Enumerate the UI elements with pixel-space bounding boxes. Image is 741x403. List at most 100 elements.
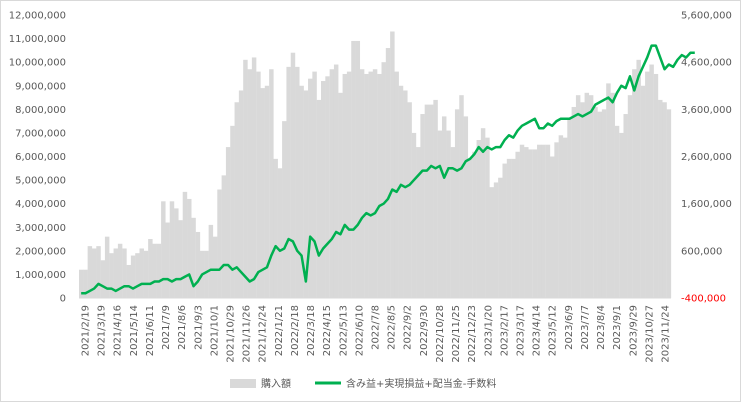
bar [290, 52, 296, 299]
bar [575, 95, 581, 299]
bar [325, 76, 330, 298]
x-axis-tick-label: 2022/4/15 [322, 305, 333, 356]
bar [273, 158, 278, 298]
bar [385, 48, 391, 298]
bar [580, 102, 585, 298]
bar [519, 144, 525, 298]
bar [230, 125, 235, 298]
bar [489, 187, 494, 298]
bar [329, 69, 335, 299]
bar [109, 253, 114, 298]
bar [117, 243, 123, 298]
right-axis-tick-label: 3,600,000 [681, 105, 732, 116]
bar [204, 250, 209, 298]
bar [122, 248, 127, 298]
x-axis-tick-label: 2023/8/4 [596, 305, 607, 350]
bar [282, 121, 287, 299]
bar [545, 144, 551, 298]
legend: 購入額 含み益+実現損益+配当金-手数料 [230, 377, 496, 390]
bar [338, 92, 343, 298]
bar [174, 208, 179, 298]
bar [515, 151, 520, 298]
bar [96, 246, 101, 298]
bar [606, 83, 611, 298]
bar [610, 92, 615, 298]
x-axis-tick-label: 2021/11/26 [242, 305, 253, 363]
x-axis-tick-label: 2022/12/23 [467, 305, 478, 363]
bar [459, 95, 464, 299]
left-axis-ticks: 0 1,000,000 2,000,000 3,000,000 4,000,000 5,0… [9, 11, 66, 305]
bar [277, 168, 283, 298]
bar [485, 137, 490, 298]
bar [156, 243, 162, 298]
bar [346, 71, 352, 298]
bar [260, 88, 265, 298]
bar [472, 151, 477, 298]
bar [498, 177, 503, 298]
bar [152, 243, 157, 298]
x-axis-tick-label: 2022/7/8 [371, 305, 382, 350]
bar [567, 118, 572, 299]
bar [225, 147, 231, 298]
left-axis-tick-label: 9,000,000 [15, 81, 66, 92]
bar [212, 236, 218, 298]
bar [627, 95, 633, 299]
bar [636, 59, 641, 299]
bar [653, 73, 659, 299]
x-axis-tick-label: 2023/9/29 [628, 305, 639, 356]
bar [126, 264, 131, 298]
x-axis-tick-label: 2023/7/7 [580, 305, 591, 350]
x-axis-tick-label: 2023/2/17 [499, 305, 510, 356]
left-axis-tick-label: 5,000,000 [15, 176, 66, 187]
bar [649, 64, 654, 298]
bar [390, 31, 395, 298]
left-axis-tick-label: 6,000,000 [15, 152, 66, 163]
x-axis-tick-label: 2022/5/13 [338, 305, 349, 356]
bar [441, 116, 447, 298]
x-axis-tick-label: 2021/2/19 [81, 305, 92, 356]
bar [100, 260, 106, 298]
bar [528, 149, 533, 298]
x-axis-tick-label: 2023/3/17 [516, 305, 527, 356]
x-axis-tick-label: 2021/6/11 [145, 305, 156, 356]
bar [359, 69, 365, 299]
bar [364, 73, 369, 299]
right-axis-tick-label: 600,000 [681, 246, 722, 257]
bar [113, 248, 119, 298]
bar [217, 189, 222, 298]
bar [532, 149, 538, 298]
bar [433, 99, 438, 299]
bar [562, 137, 568, 298]
bar [511, 158, 516, 298]
x-axis-tick-label: 2023/11/24 [661, 305, 672, 363]
left-axis-tick-label: 3,000,000 [15, 223, 66, 234]
bar [437, 130, 443, 298]
bar [666, 109, 672, 298]
bar [420, 114, 425, 298]
bar [537, 144, 542, 298]
bar [342, 73, 348, 299]
bar [83, 269, 88, 298]
x-axis-tick-label: 2022/11/25 [451, 305, 462, 363]
left-axis-tick-label: 2,000,000 [15, 246, 66, 257]
bar [614, 125, 620, 298]
bar [403, 90, 408, 298]
bar [139, 248, 144, 298]
right-axis-tick-label: 1,600,000 [681, 199, 732, 210]
x-axis-tick-label: 2023/5/12 [548, 305, 559, 356]
bar [429, 104, 434, 299]
bar [662, 102, 667, 298]
bar [377, 73, 382, 299]
bar [558, 135, 564, 298]
x-axis-tick-label: 2021/10/29 [226, 305, 237, 363]
legend-label-bar: 購入額 [261, 377, 291, 390]
bar [632, 69, 637, 299]
x-axis-tick-label: 2022/9/2 [403, 305, 414, 350]
bar [256, 71, 261, 298]
bar [645, 71, 650, 298]
right-axis-tick-label: -400,000 [681, 294, 726, 305]
x-axis-tick-label: 2021/7/9 [161, 305, 172, 350]
bar [424, 104, 430, 299]
bar [619, 132, 624, 298]
